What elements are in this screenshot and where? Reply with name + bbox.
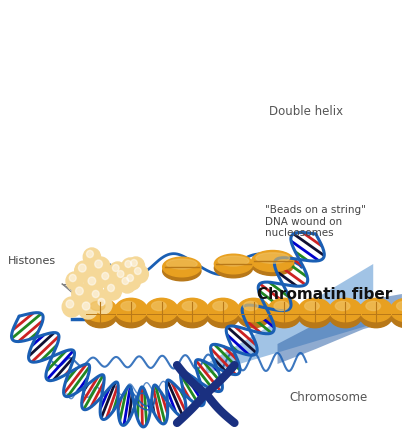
Circle shape — [82, 302, 90, 310]
Circle shape — [95, 261, 102, 268]
Circle shape — [125, 261, 131, 268]
Text: Histones: Histones — [8, 256, 56, 265]
Circle shape — [79, 265, 86, 272]
Circle shape — [66, 272, 83, 290]
Circle shape — [95, 297, 112, 314]
Ellipse shape — [299, 299, 331, 322]
Ellipse shape — [366, 302, 381, 311]
Ellipse shape — [207, 304, 239, 328]
Ellipse shape — [237, 304, 270, 328]
Polygon shape — [206, 265, 373, 374]
Circle shape — [102, 273, 109, 280]
Circle shape — [122, 278, 129, 285]
Ellipse shape — [329, 299, 362, 322]
Circle shape — [119, 276, 136, 293]
Ellipse shape — [115, 304, 147, 328]
Circle shape — [121, 258, 139, 276]
Ellipse shape — [182, 302, 197, 311]
Ellipse shape — [166, 259, 197, 269]
Ellipse shape — [396, 302, 411, 311]
Text: Double helix: Double helix — [269, 105, 344, 118]
Ellipse shape — [252, 251, 294, 272]
Circle shape — [108, 285, 115, 292]
Ellipse shape — [176, 304, 209, 328]
Ellipse shape — [163, 261, 201, 281]
Text: Chromosome: Chromosome — [289, 390, 368, 403]
Circle shape — [114, 268, 131, 286]
Circle shape — [109, 262, 126, 280]
Circle shape — [75, 261, 94, 281]
Ellipse shape — [115, 299, 147, 322]
Circle shape — [88, 277, 96, 285]
Circle shape — [92, 291, 99, 298]
Circle shape — [69, 275, 76, 282]
Ellipse shape — [252, 255, 294, 276]
Circle shape — [76, 287, 83, 295]
Circle shape — [87, 251, 93, 258]
Ellipse shape — [391, 299, 420, 322]
Ellipse shape — [256, 253, 289, 264]
Ellipse shape — [304, 302, 319, 311]
Ellipse shape — [244, 302, 258, 311]
Ellipse shape — [121, 302, 136, 311]
Ellipse shape — [176, 299, 209, 322]
Ellipse shape — [274, 302, 289, 311]
Ellipse shape — [90, 302, 105, 311]
Circle shape — [66, 300, 74, 308]
Circle shape — [79, 299, 97, 319]
Circle shape — [91, 258, 110, 277]
Ellipse shape — [218, 257, 249, 266]
Ellipse shape — [145, 304, 178, 328]
Ellipse shape — [360, 304, 392, 328]
Circle shape — [117, 271, 124, 278]
Ellipse shape — [299, 304, 331, 328]
Ellipse shape — [152, 302, 166, 311]
Circle shape — [89, 288, 106, 306]
Circle shape — [131, 260, 137, 267]
Ellipse shape — [84, 299, 117, 322]
Circle shape — [113, 265, 119, 272]
Ellipse shape — [329, 304, 362, 328]
Circle shape — [83, 248, 100, 266]
Circle shape — [98, 299, 105, 306]
Ellipse shape — [145, 299, 178, 322]
Ellipse shape — [207, 299, 239, 322]
Circle shape — [127, 258, 144, 276]
Ellipse shape — [268, 304, 300, 328]
Circle shape — [84, 274, 103, 294]
Ellipse shape — [237, 299, 270, 322]
Text: "Beads on a string"
DNA wound on
nucleosomes: "Beads on a string" DNA wound on nucleos… — [265, 205, 366, 238]
Ellipse shape — [268, 299, 300, 322]
Circle shape — [123, 272, 141, 290]
Circle shape — [99, 270, 116, 288]
Ellipse shape — [84, 304, 117, 328]
Ellipse shape — [391, 304, 420, 328]
Text: Chromatin fiber: Chromatin fiber — [257, 286, 392, 301]
Ellipse shape — [214, 258, 253, 278]
Polygon shape — [278, 294, 402, 364]
Ellipse shape — [360, 299, 392, 322]
Ellipse shape — [201, 390, 210, 398]
Ellipse shape — [163, 258, 201, 277]
Circle shape — [127, 275, 134, 282]
Circle shape — [62, 297, 81, 317]
Ellipse shape — [213, 302, 227, 311]
Ellipse shape — [214, 254, 253, 274]
Circle shape — [104, 283, 121, 300]
Circle shape — [131, 265, 148, 283]
Circle shape — [134, 268, 141, 275]
Ellipse shape — [335, 302, 350, 311]
Circle shape — [72, 284, 91, 304]
